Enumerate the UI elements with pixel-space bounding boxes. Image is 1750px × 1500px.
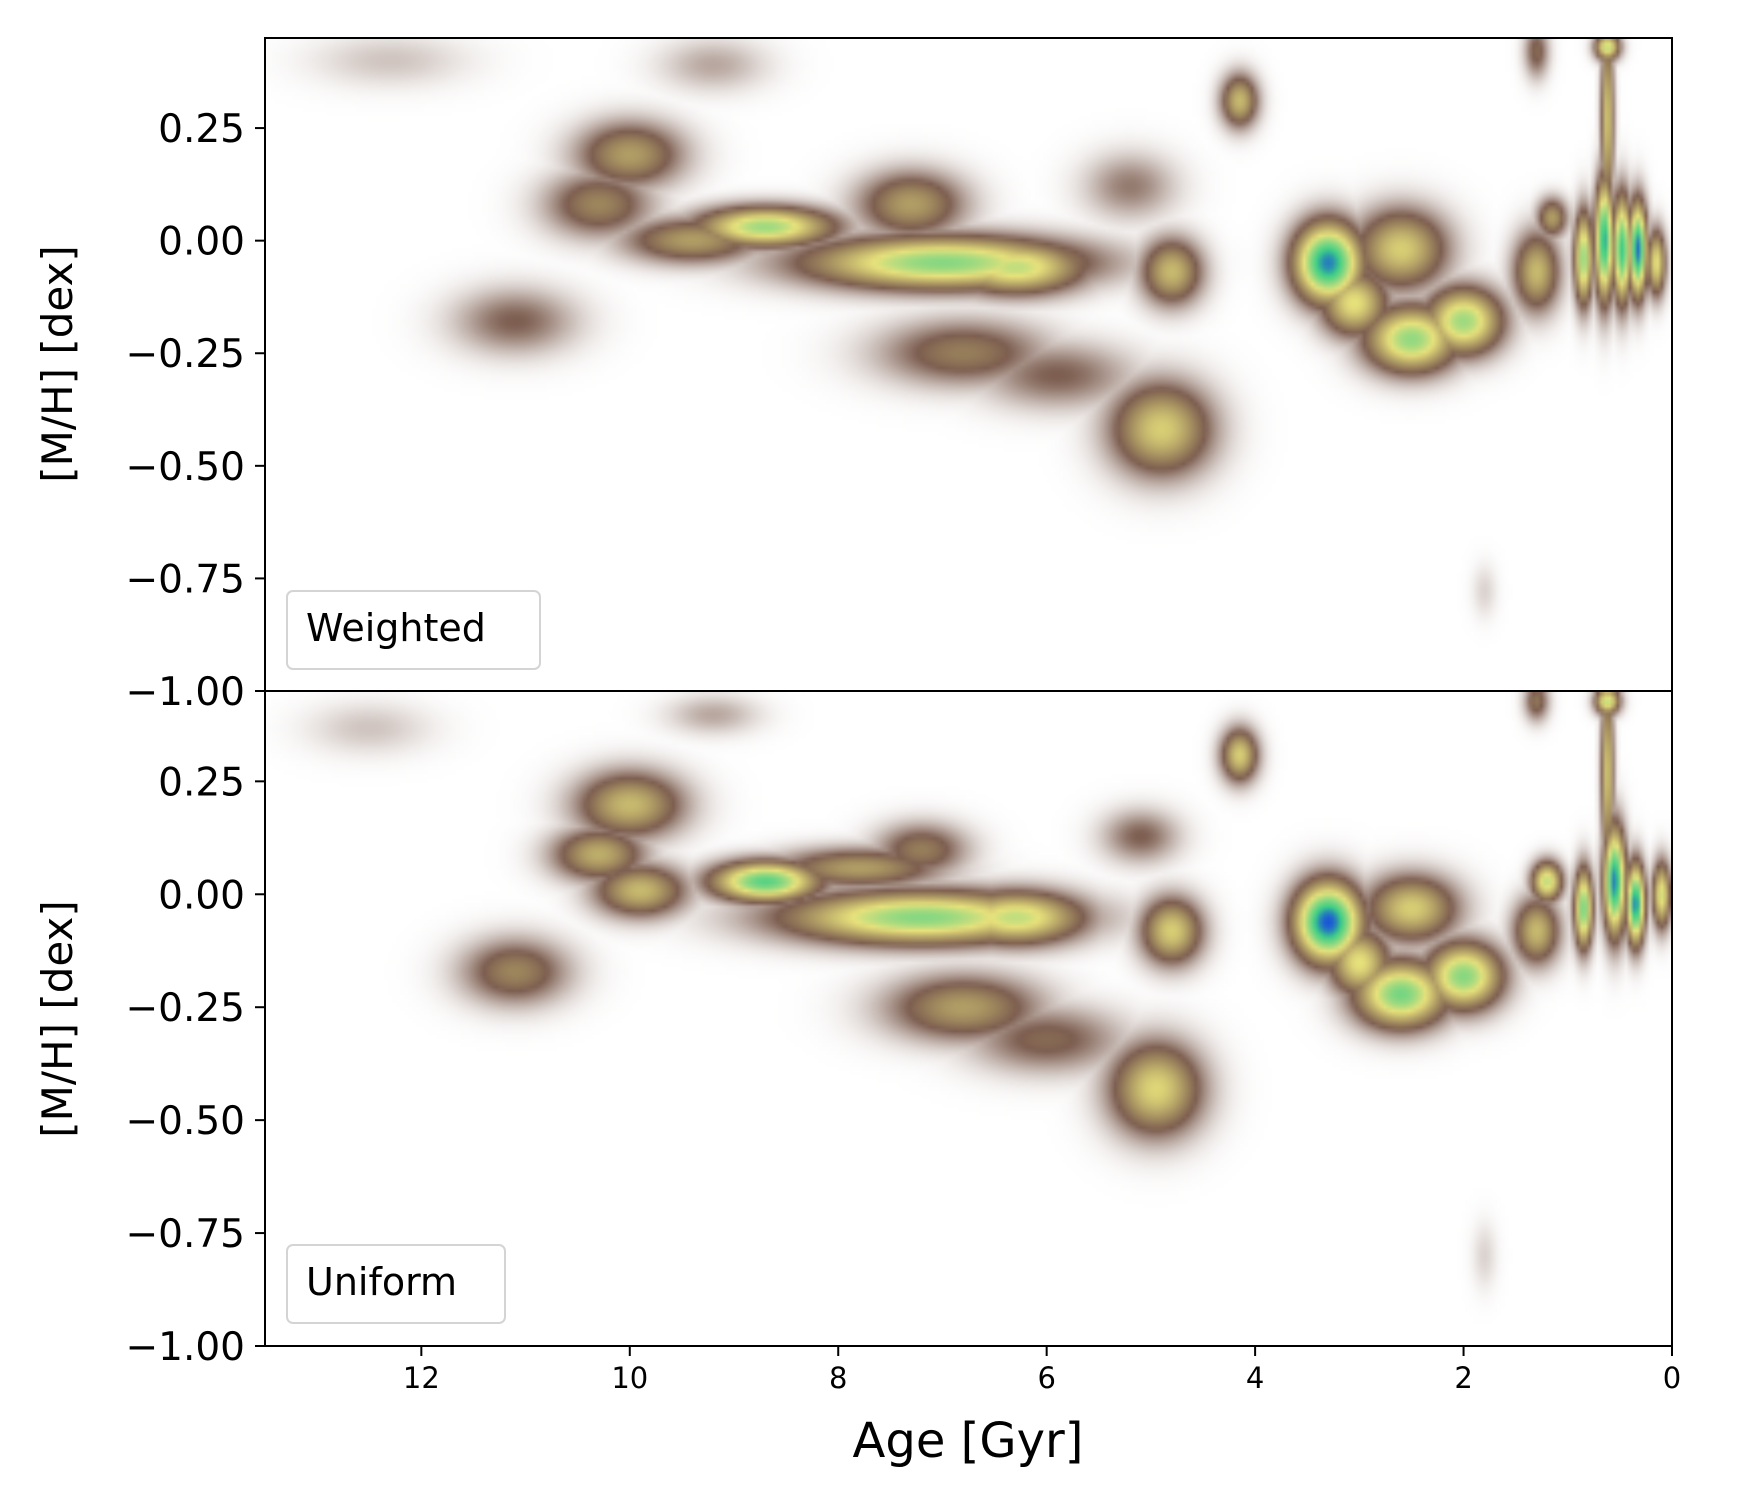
y-tick-label: 0.00	[158, 220, 245, 265]
y-tick-label: −0.75	[125, 1212, 245, 1257]
y-tick-label: −1.00	[125, 670, 245, 715]
x-axis-title: Age [Gyr]	[853, 1413, 1084, 1469]
x-tick-label: 0	[1663, 1361, 1681, 1395]
y-tick-label: −0.75	[125, 557, 245, 602]
legend-box-weighted	[286, 590, 541, 670]
legend-label-weighted: Weighted	[306, 606, 486, 650]
y-axis-uniform: 0.25 0.00 −0.25 −0.50 −0.75 −1.00	[125, 760, 265, 1370]
x-tick-label: 6	[1037, 1361, 1055, 1395]
y-tick-label: −0.25	[125, 332, 245, 377]
y-axis-title-weighted: [M/H] [dex]	[33, 245, 82, 482]
legend-label-uniform: Uniform	[306, 1260, 457, 1304]
y-axis-weighted: 0.25 0.00 −0.25 −0.50 −0.75 −1.00	[125, 107, 265, 715]
x-axis-uniform: 12 10 8 6 4 2 0	[403, 1346, 1681, 1395]
panel-weighted: 0.25 0.00 −0.25 −0.50 −0.75 −1.00 [M/H] [dex]…	[33, 38, 1672, 715]
heatmap-weighted	[265, 38, 1672, 690]
legend-uniform: Uniform	[286, 1244, 506, 1324]
x-tick-label: 12	[403, 1361, 440, 1395]
legend-box-uniform	[286, 1244, 506, 1324]
axes-frame-uniform	[264, 690, 1673, 1347]
x-tick-label: 8	[829, 1361, 847, 1395]
y-tick-label: −0.50	[125, 445, 245, 490]
panel-uniform: 0.25 0.00 −0.25 −0.50 −0.75 −1.00 12 10 8 6 4 2 0 […	[33, 692, 1681, 1469]
y-axis-title-uniform: [M/H] [dex]	[33, 900, 82, 1137]
y-tick-label: −0.25	[125, 986, 245, 1031]
y-tick-label: −0.50	[125, 1099, 245, 1144]
y-tick-label: 0.25	[158, 107, 245, 152]
legend-weighted: Weighted	[286, 590, 541, 670]
y-tick-label: −1.00	[125, 1325, 245, 1370]
y-tick-label: 0.00	[158, 873, 245, 918]
y-tick-label: 0.25	[158, 760, 245, 805]
x-tick-label: 10	[611, 1361, 648, 1395]
x-tick-label: 2	[1454, 1361, 1472, 1395]
heatmap-uniform	[265, 692, 1672, 1346]
x-tick-label: 4	[1246, 1361, 1264, 1395]
